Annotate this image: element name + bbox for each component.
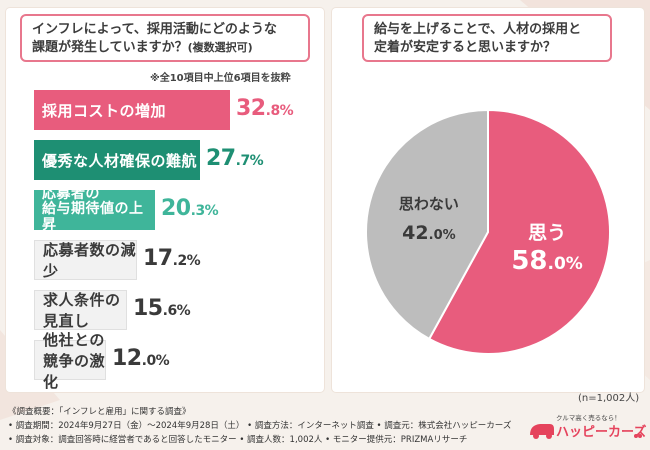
bar-label: 応募者数の減少: [43, 239, 136, 281]
bar: 応募者の 給与期待値の上昇: [34, 185, 155, 233]
bar: 他社との競争の激化: [34, 331, 106, 391]
left-question-suffix: (複数選択可): [187, 40, 253, 54]
bar: 採用コストの増加: [34, 90, 230, 130]
pie-value-label: 58.0%: [511, 246, 583, 276]
bar-row: 応募者の 給与期待値の上昇 20.3%: [34, 185, 314, 233]
right-question-line1: 給与を上げることで、人材の採用と: [374, 22, 582, 37]
happycars-logo: [530, 424, 642, 439]
bar: 求人条件の見直し: [34, 290, 127, 330]
bar-value-label: 15.6%: [133, 296, 191, 321]
bar-label-line: 給与期待値の上昇: [42, 201, 144, 233]
bar: 応募者数の減少: [34, 240, 137, 280]
bar-row: 応募者数の減少 17.2%: [34, 240, 314, 280]
bar-label: 求人条件の見直し: [43, 289, 126, 331]
bar-label-line: 応募者数の減少: [43, 241, 137, 280]
right-question-box: 給与を上げることで、人材の採用と 定着が安定すると思いますか？: [362, 14, 612, 62]
bar-label-line: 他社との競争の激化: [43, 330, 106, 391]
pie-slice-label: 思わない: [399, 195, 459, 213]
pie-slice: [427, 108, 611, 355]
left-question-box: インフレによって、採用活動にどのような 課題が発生していますか？(複数選択可): [20, 14, 310, 62]
bar-label: 優秀な人材確保の難航: [42, 150, 197, 171]
bar-label: 採用コストの増加: [42, 100, 166, 121]
sample-size: (n=1,002人): [578, 393, 640, 404]
logo-name: ハッピーカーズ: [556, 425, 647, 440]
bar-value-label: 27.7%: [206, 146, 264, 171]
bar-value-label: 32.8%: [236, 96, 294, 121]
survey-period-line: • 調査期間：2024年9月27日（金）～2024年9月28日（土） • 調査方…: [8, 421, 512, 431]
bar-row: 求人条件の見直し 15.6%: [34, 290, 314, 330]
pie-value-label: 42.0%: [402, 222, 455, 244]
bar-row: 採用コストの増加 32.8%: [34, 90, 314, 130]
bar: 優秀な人材確保の難航: [34, 140, 200, 180]
left-question-line1: インフレによって、採用活動にどのような: [32, 22, 277, 37]
bar-value-label: 12.0%: [112, 346, 170, 371]
selection-note: ※全10項目中上位6項目を抜粋: [150, 73, 291, 84]
bar-label-line: 応募者の: [42, 185, 100, 202]
bar-label: 他社との競争の激化: [43, 329, 105, 392]
bar-label-line: 求人条件の見直し: [43, 291, 121, 330]
bar-label-line: 採用コストの増加: [42, 101, 167, 120]
bar-label-line: 優秀な人材確保の難航: [42, 151, 198, 170]
bar-row: 他社との競争の激化 12.0%: [34, 331, 314, 391]
car-icon: [530, 424, 554, 435]
left-question-line2: 課題が発生していますか？: [32, 39, 188, 55]
survey-target-line: • 調査対象：調査回答時に経営者であると回答したモニター • 調査人数：1,00…: [8, 435, 468, 445]
bar-label: 応募者の 給与期待値の上昇: [42, 185, 155, 233]
right-question-line2: 定着が安定すると思いますか？: [374, 39, 557, 55]
survey-overview-title: 《調査概要：「インフレと雇用」に関する調査》: [8, 407, 191, 417]
pie-slice-label: 思う: [528, 222, 566, 244]
pie-slice: [365, 108, 489, 341]
bar-value-label: 20.3%: [161, 196, 219, 221]
bar-value-label: 17.2%: [143, 246, 201, 271]
logo-tagline: クルマ高く売るなら！: [556, 414, 621, 422]
bar-row: 優秀な人材確保の難航 27.7%: [34, 140, 314, 180]
